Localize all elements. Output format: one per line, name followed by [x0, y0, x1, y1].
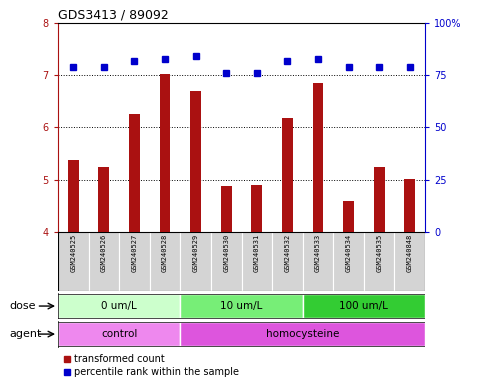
Text: control: control	[101, 329, 137, 339]
Bar	[374, 167, 384, 232]
Text: 10 um/L: 10 um/L	[220, 301, 263, 311]
Text: homocysteine: homocysteine	[266, 329, 340, 339]
Bar	[364, 232, 395, 291]
Text: dose: dose	[10, 301, 36, 311]
Bar	[343, 200, 354, 232]
Bar	[58, 294, 180, 318]
Text: GDS3413 / 89092: GDS3413 / 89092	[58, 9, 169, 22]
Text: GSM240531: GSM240531	[254, 234, 260, 272]
Bar	[242, 232, 272, 291]
Bar	[180, 322, 425, 346]
Text: GSM240527: GSM240527	[131, 234, 138, 272]
Bar	[180, 294, 303, 318]
Text: GSM240534: GSM240534	[345, 234, 352, 272]
Text: GSM240848: GSM240848	[407, 234, 413, 272]
Bar	[190, 91, 201, 232]
Text: GSM240532: GSM240532	[284, 234, 290, 272]
Bar	[129, 114, 140, 232]
Bar	[303, 232, 333, 291]
Text: 0 um/L: 0 um/L	[101, 301, 137, 311]
Bar	[99, 167, 109, 232]
Text: 100 um/L: 100 um/L	[340, 301, 388, 311]
Bar	[333, 232, 364, 291]
Legend: transformed count, percentile rank within the sample: transformed count, percentile rank withi…	[63, 354, 240, 377]
Text: GSM240526: GSM240526	[101, 234, 107, 272]
Text: GSM240528: GSM240528	[162, 234, 168, 272]
Text: GSM240525: GSM240525	[70, 234, 76, 272]
Bar	[272, 232, 303, 291]
Bar	[88, 232, 119, 291]
Text: GSM240529: GSM240529	[193, 234, 199, 272]
Bar	[160, 74, 170, 232]
Text: GSM240535: GSM240535	[376, 234, 382, 272]
Bar	[313, 83, 323, 232]
Bar	[68, 160, 79, 232]
Text: GSM240530: GSM240530	[223, 234, 229, 272]
Bar	[252, 185, 262, 232]
Bar	[58, 232, 88, 291]
Bar	[211, 232, 242, 291]
Bar	[58, 322, 180, 346]
Bar	[221, 186, 231, 232]
Bar	[395, 232, 425, 291]
Text: GSM240533: GSM240533	[315, 234, 321, 272]
Bar	[150, 232, 180, 291]
Bar	[119, 232, 150, 291]
Bar	[282, 118, 293, 232]
Bar	[180, 232, 211, 291]
Text: agent: agent	[10, 329, 42, 339]
Bar	[404, 179, 415, 232]
Bar	[303, 294, 425, 318]
